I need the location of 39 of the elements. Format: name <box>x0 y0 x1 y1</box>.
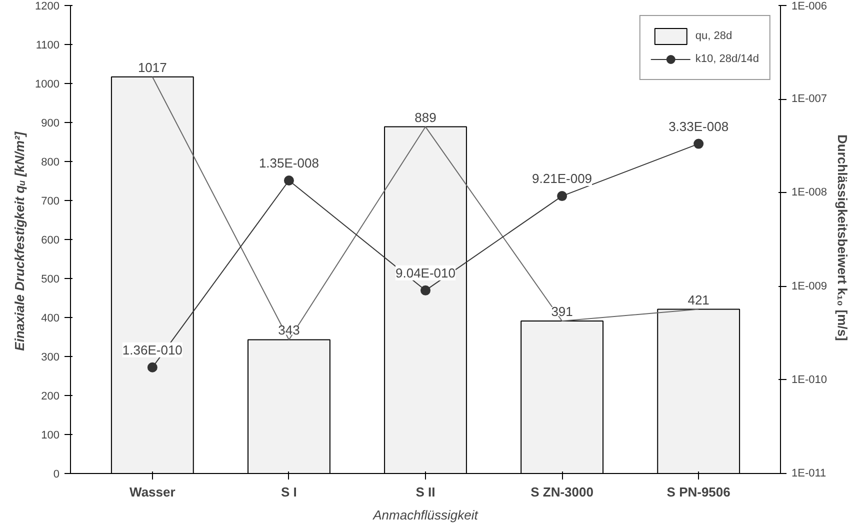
y2-tick-label: 1E-010 <box>792 374 827 386</box>
y-tick-label: 300 <box>41 352 60 364</box>
y-axis-title: Einaxiale Druckfestigkeit qᵤ [kN/m²] <box>12 131 28 351</box>
y2-tick-label: 1E-008 <box>792 186 827 199</box>
y2-tick-label: 1E-009 <box>792 280 827 292</box>
y-tick-label: 800 <box>41 156 60 168</box>
data-label: 1017 <box>138 60 167 75</box>
data-label: 343 <box>278 322 300 338</box>
data-label: 1.36E-010 <box>122 342 182 358</box>
legend-label: qu, 28d <box>695 30 732 42</box>
data-label: 421 <box>688 292 710 308</box>
y-tick-label: 1000 <box>35 78 60 90</box>
y-tick-label: 500 <box>41 274 60 286</box>
x-tick-label: S PN-9506 <box>666 484 730 500</box>
y2-tick-label: 1E-006 <box>792 0 827 12</box>
x-tick-label: S II <box>416 484 436 500</box>
y-tick-label: 100 <box>41 430 60 442</box>
y2-tick-label: 1E-007 <box>792 93 827 106</box>
data-label: 3.33E-008 <box>668 118 729 134</box>
data-label: 9.04E-010 <box>396 265 456 280</box>
y-tick-label: 700 <box>41 196 60 208</box>
y2-tick-label: 1E-011 <box>792 468 826 480</box>
legend-label: k10, 28d/14d <box>695 53 759 65</box>
x-tick-label: Wasser <box>130 484 176 500</box>
y-tick-label: 200 <box>41 390 60 402</box>
y-tick-label: 0 <box>53 468 60 480</box>
x-axis-title: Anmachflüssigkeit <box>372 508 480 522</box>
x-tick-label: S ZN-3000 <box>530 484 594 500</box>
data-label: 391 <box>551 304 573 320</box>
y-tick-label: 900 <box>41 118 60 130</box>
data-label: 9.21E-009 <box>532 171 592 186</box>
y-tick-label: 600 <box>41 234 60 246</box>
data-label: 1.35E-008 <box>258 156 319 170</box>
y2-axis-title: Durchlässigkeitsbeiwert k₁₀ [m/s] <box>834 134 850 341</box>
y-tick-label: 1200 <box>35 0 60 12</box>
x-tick-label: S I <box>281 484 297 500</box>
y-tick-label: 400 <box>41 312 60 324</box>
y-tick-label: 1100 <box>36 40 60 52</box>
data-label: 889 <box>414 110 436 125</box>
